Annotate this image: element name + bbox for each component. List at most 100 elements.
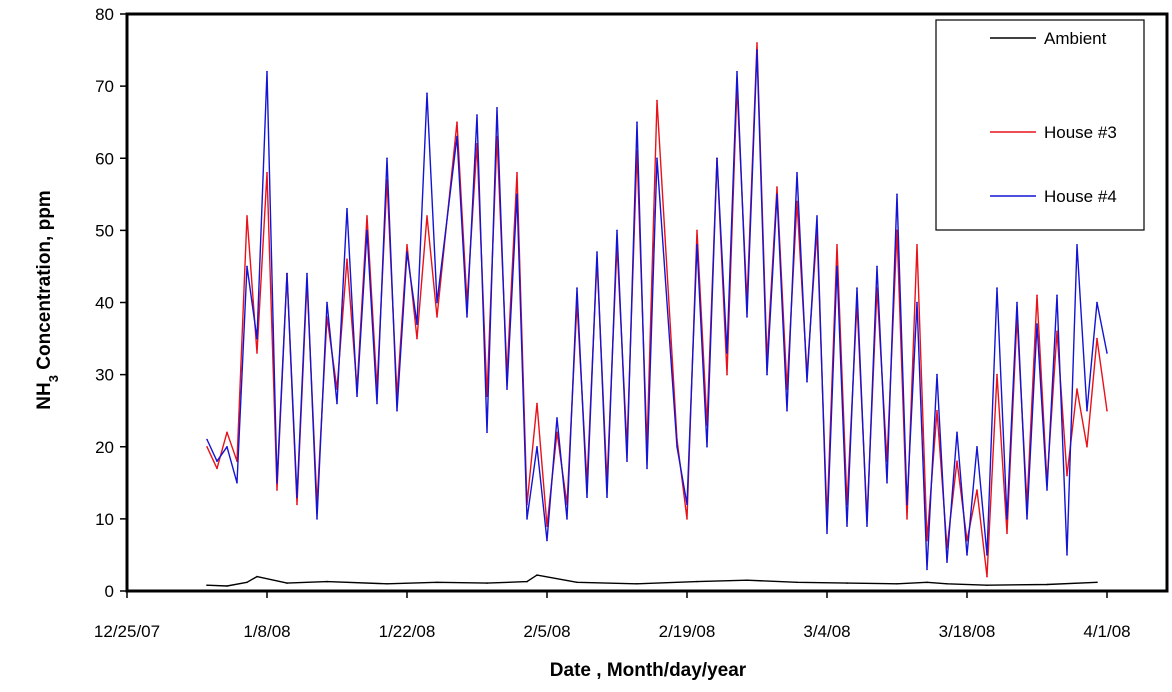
series-2-point	[336, 402, 338, 405]
series-2-point	[986, 554, 988, 556]
series-2-point	[646, 467, 648, 470]
series-1-point	[906, 518, 908, 520]
series-1-point	[726, 373, 728, 376]
series-2-point	[1016, 301, 1018, 304]
plot-area-frame	[125, 12, 1169, 593]
series-1-point	[756, 42, 758, 44]
series-2-point	[456, 135, 458, 138]
x-tick-label: 4/1/08	[1083, 622, 1130, 641]
series-2-point	[216, 460, 218, 463]
series-2-point	[436, 301, 438, 304]
series-1-point	[256, 352, 258, 354]
series-2-point	[586, 496, 588, 499]
series-1-point	[896, 229, 898, 232]
legend: Ambient House #3 House #4	[935, 19, 1145, 231]
series-0-point	[926, 581, 928, 584]
y-tick-label: 20	[95, 438, 114, 457]
series-1-point	[1086, 446, 1088, 448]
series-2-point	[476, 114, 478, 116]
series-2-point	[676, 446, 678, 448]
x-tick-label: 1/22/08	[379, 622, 436, 641]
series-0-point	[206, 584, 208, 586]
series-0-point	[526, 580, 528, 583]
series-2-point	[696, 244, 698, 246]
series-2-point	[256, 337, 258, 340]
series-1-point	[1006, 532, 1008, 535]
series-2-point	[826, 532, 828, 535]
series-0-point	[696, 580, 698, 583]
series-0-point	[386, 583, 388, 585]
series-2-point	[246, 265, 248, 268]
series-2-point	[316, 518, 318, 520]
legend-label-1: House #3	[1044, 123, 1117, 142]
series-1-point	[346, 258, 348, 261]
series-0-point	[946, 583, 948, 585]
series-group-2	[206, 49, 1108, 571]
series-0-point	[486, 582, 488, 584]
series-2-point	[576, 287, 578, 289]
y-tick-label: 50	[95, 221, 114, 240]
series-1-point	[916, 244, 918, 246]
y-axis-title-subscript: 3	[46, 375, 61, 382]
series-2-point	[516, 193, 518, 196]
series-2-point	[906, 503, 908, 506]
series-1-point	[516, 171, 518, 174]
series-2-point	[536, 446, 538, 448]
series-2-point	[486, 431, 488, 434]
series-1-point	[696, 229, 698, 232]
series-2-point	[856, 287, 858, 289]
series-1-point	[976, 489, 978, 491]
y-tick-label: 70	[95, 77, 114, 96]
series-2-point	[366, 229, 368, 232]
series-1-point	[1056, 330, 1058, 333]
svg-text:NH3 Concentration, ppm: NH3 Concentration, ppm	[34, 190, 61, 409]
series-2-point	[386, 157, 388, 160]
series-2-point	[656, 157, 658, 160]
series-2-point	[296, 496, 298, 499]
series-2-point	[616, 229, 618, 232]
series-1-point	[776, 186, 778, 188]
series-2-point	[836, 265, 838, 268]
series-1-point	[266, 171, 268, 174]
series-group-0	[206, 574, 1098, 587]
series-2-point	[806, 381, 808, 383]
y-tick-label: 10	[95, 510, 114, 529]
ticks-layer: 0 10 20 30 40 50 60 70 80 12/25/07 1/8/08 1/22/08 2/…	[94, 5, 1131, 641]
series-0-point	[436, 581, 438, 584]
series-2-point	[1036, 323, 1038, 325]
series-0-point	[796, 581, 798, 584]
series-0-point	[896, 583, 898, 585]
series-2-point	[546, 539, 548, 542]
series-1-point	[276, 489, 278, 491]
series-0-point	[226, 585, 228, 587]
series-0-point	[536, 574, 538, 576]
series-2-point	[326, 301, 328, 304]
series-2-point	[396, 409, 398, 412]
series-0-point	[1096, 581, 1098, 584]
x-tick-label: 1/8/08	[243, 622, 290, 641]
series-2-point	[726, 352, 728, 354]
series-2-point	[736, 70, 738, 73]
series-2-point	[266, 70, 268, 73]
series-1-point	[296, 503, 298, 506]
series-2-point	[1056, 294, 1058, 297]
series-2-point	[766, 373, 768, 376]
series-2-point	[716, 157, 718, 160]
series-1-point	[246, 215, 248, 217]
series-1-point	[366, 215, 368, 217]
series-2-point	[496, 107, 498, 109]
series-1-point	[556, 431, 558, 434]
series-1-point	[1096, 337, 1098, 340]
series-2-point	[416, 323, 418, 325]
series-1-point	[226, 431, 228, 434]
series-2-point	[1006, 518, 1008, 520]
series-2-point	[626, 460, 628, 463]
series-2-point	[1076, 244, 1078, 246]
x-tick-label: 2/5/08	[523, 622, 570, 641]
series-2-point	[1096, 301, 1098, 304]
y-tick-label: 0	[105, 582, 114, 601]
x-tick-label: 2/19/08	[659, 622, 716, 641]
series-2-point	[756, 49, 758, 51]
series-2-point	[896, 193, 898, 196]
